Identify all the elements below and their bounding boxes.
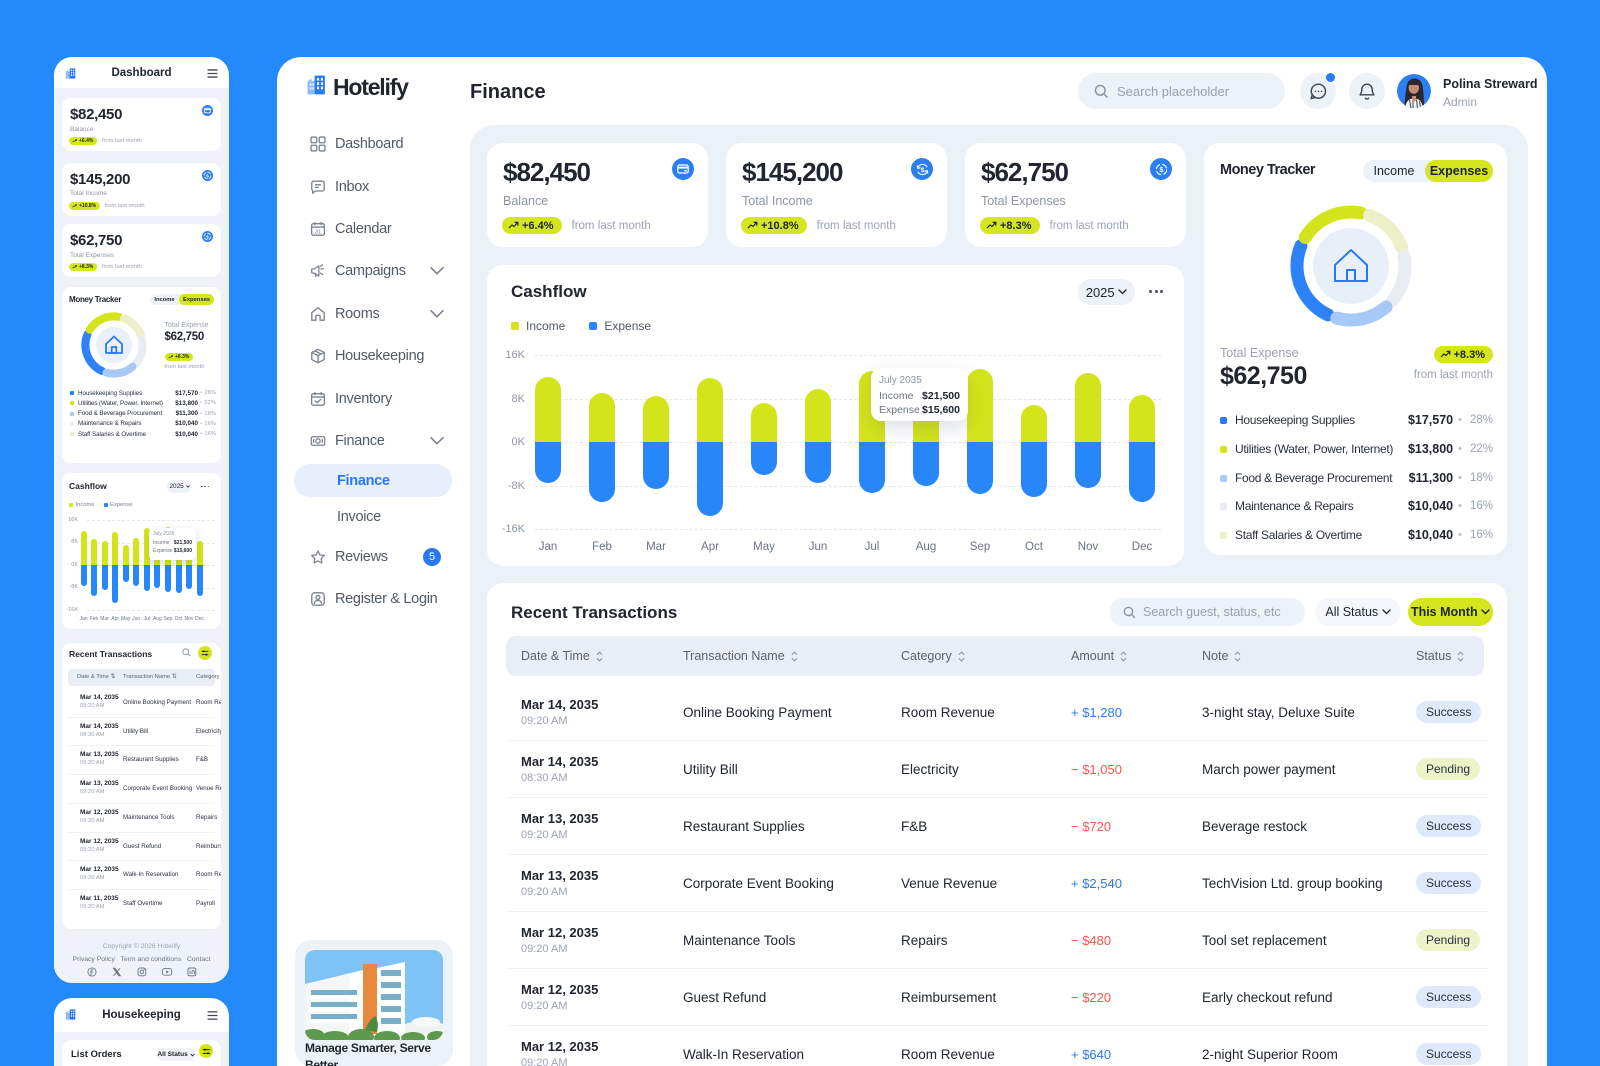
svg-text:$: $ <box>920 166 924 173</box>
svg-text:$: $ <box>1159 167 1163 174</box>
svg-text:$: $ <box>206 235 209 240</box>
svg-text:$: $ <box>206 173 209 178</box>
svg-text:31: 31 <box>315 229 321 235</box>
